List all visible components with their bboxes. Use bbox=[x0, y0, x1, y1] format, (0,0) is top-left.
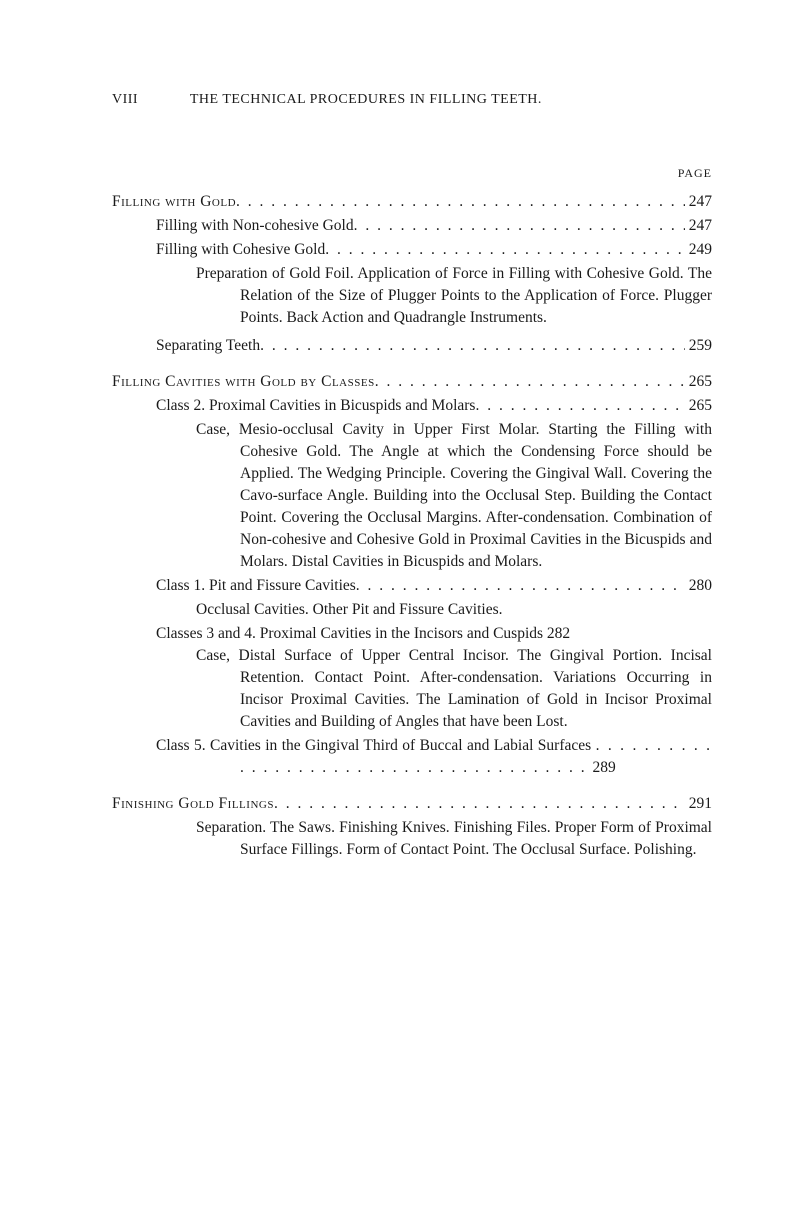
class2-desc: Case, Mesio-occlusal Cavity in Upper Fir… bbox=[112, 419, 712, 573]
subentry-noncohesive: Filling with Non-cohesive Gold 247 bbox=[156, 215, 712, 237]
leader bbox=[354, 215, 685, 237]
page-number: 289 bbox=[593, 759, 616, 776]
running-head: VIII THE TECHNICAL PROCEDURES IN FILLING… bbox=[112, 92, 712, 108]
page-number: 249 bbox=[685, 239, 712, 261]
page-number: 247 bbox=[685, 215, 712, 237]
leader bbox=[325, 239, 685, 261]
class1-line: Class 1. Pit and Fissure Cavities 280 bbox=[156, 575, 712, 597]
heading-finishing: Finishing Gold Fillings 291 bbox=[112, 793, 712, 815]
desc-filling-gold: Preparation of Gold Foil. Application of… bbox=[112, 263, 712, 329]
page-title: THE TECHNICAL PROCEDURES IN FILLING TEET… bbox=[190, 92, 542, 107]
leader bbox=[236, 191, 685, 213]
leader bbox=[260, 335, 685, 357]
page: VIII THE TECHNICAL PROCEDURES IN FILLING… bbox=[0, 0, 800, 1225]
heading-filling-gold: Filling with Gold 247 bbox=[112, 191, 712, 213]
page-number: 282 bbox=[547, 625, 570, 642]
page-number: 291 bbox=[685, 793, 712, 815]
section-cavities: Filling Cavities with Gold by Classes 26… bbox=[112, 371, 712, 779]
page-number: 280 bbox=[685, 575, 712, 597]
heading-cavities: Filling Cavities with Gold by Classes 26… bbox=[112, 371, 712, 393]
subentry-separating: Separating Teeth 259 bbox=[156, 335, 712, 357]
leader bbox=[375, 371, 685, 393]
section-finishing: Finishing Gold Fillings 291 Separation. … bbox=[112, 793, 712, 861]
class1-desc: Occlusal Cavities. Other Pit and Fissure… bbox=[112, 599, 712, 621]
page-number: 265 bbox=[685, 371, 712, 393]
section-filling-gold: Filling with Gold 247 Filling with Non-c… bbox=[112, 191, 712, 357]
class5-line: Class 5. Cavities in the Gingival Third … bbox=[112, 735, 712, 779]
page-column-label: PAGE bbox=[112, 166, 712, 181]
leader bbox=[475, 395, 684, 417]
page-number: 247 bbox=[685, 191, 712, 213]
page-roman: VIII bbox=[112, 92, 138, 108]
classes34-desc: Case, Distal Surface of Upper Central In… bbox=[112, 645, 712, 733]
leader bbox=[274, 793, 685, 815]
page-number: 259 bbox=[685, 335, 712, 357]
subentry-cohesive: Filling with Cohesive Gold 249 bbox=[156, 239, 712, 261]
classes34-line: Classes 3 and 4. Proximal Cavities in th… bbox=[112, 623, 712, 645]
leader bbox=[356, 575, 685, 597]
class2-line: Class 2. Proximal Cavities in Bicuspids … bbox=[156, 395, 712, 417]
finishing-desc: Separation. The Saws. Finishing Knives. … bbox=[112, 817, 712, 861]
page-number: 265 bbox=[685, 395, 712, 417]
